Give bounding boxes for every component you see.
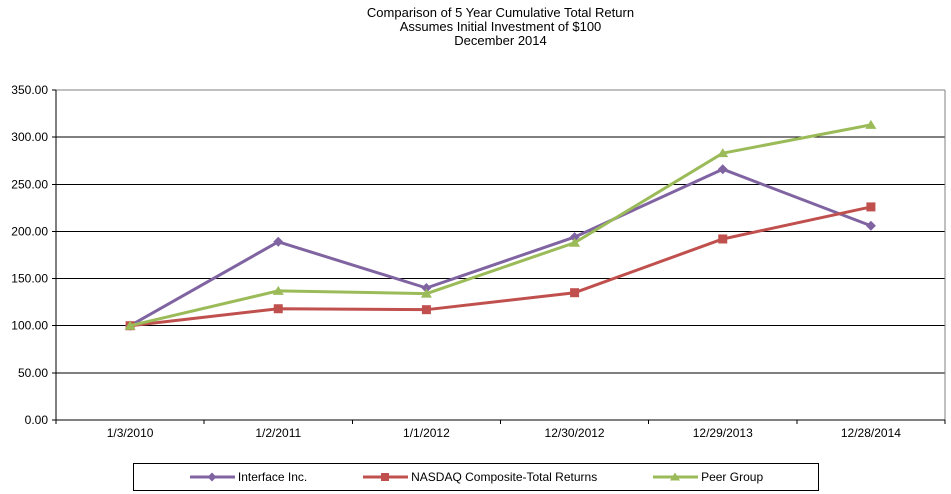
axes	[55, 90, 946, 424]
svg-text:1/3/2010: 1/3/2010	[107, 426, 154, 440]
svg-text:100.00: 100.00	[11, 319, 48, 333]
svg-text:12/29/2013: 12/29/2013	[693, 426, 753, 440]
series-nasdaq-composite-total-returns	[125, 202, 876, 331]
svg-text:200.00: 200.00	[11, 224, 48, 238]
svg-text:0.00: 0.00	[25, 413, 49, 427]
svg-text:350.00: 350.00	[11, 83, 48, 97]
interface-line-marker-icon	[189, 472, 235, 482]
series-peer-group	[124, 119, 877, 330]
peer-group-line-marker-icon	[653, 472, 699, 481]
chart-title-block: Comparison of 5 Year Cumulative Total Re…	[56, 6, 945, 48]
legend-item-nasdaq: NASDAQ Composite-Total Returns	[362, 470, 597, 484]
nasdaq-line-marker-icon	[363, 473, 409, 481]
y-axis-labels: 0.00 50.00 100.00 150.00 200.00 250.00 300.00 3…	[11, 83, 48, 427]
svg-text:300.00: 300.00	[11, 130, 48, 144]
legend-item-peer-group: Peer Group	[652, 470, 763, 484]
svg-text:250.00: 250.00	[11, 177, 48, 191]
x-axis-labels: 1/3/2010 1/2/2011 1/1/2012 12/30/2012 12/29/…	[107, 426, 902, 440]
legend-label: Interface Inc.	[237, 470, 308, 484]
svg-text:150.00: 150.00	[11, 272, 48, 286]
gridlines	[52, 89, 946, 421]
legend-item-interface: Interface Inc.	[189, 470, 307, 484]
chart-title: Comparison of 5 Year Cumulative Total Re…	[366, 5, 635, 20]
svg-text:12/30/2012: 12/30/2012	[545, 426, 605, 440]
legend-label: NASDAQ Composite-Total Returns	[411, 470, 598, 484]
svg-text:1/2/2011: 1/2/2011	[255, 426, 301, 440]
chart-date: December 2014	[454, 33, 547, 48]
series-interface-inc	[125, 164, 876, 331]
svg-text:12/28/2014: 12/28/2014	[841, 426, 901, 440]
svg-text:1/1/2012: 1/1/2012	[403, 426, 450, 440]
svg-text:50.00: 50.00	[18, 366, 48, 380]
legend-label: Peer Group	[701, 470, 764, 484]
chart-subtitle: Assumes Initial Investment of $100	[399, 19, 602, 34]
chart-legend: Interface Inc. NASDAQ Composite-Total Re…	[133, 463, 819, 491]
